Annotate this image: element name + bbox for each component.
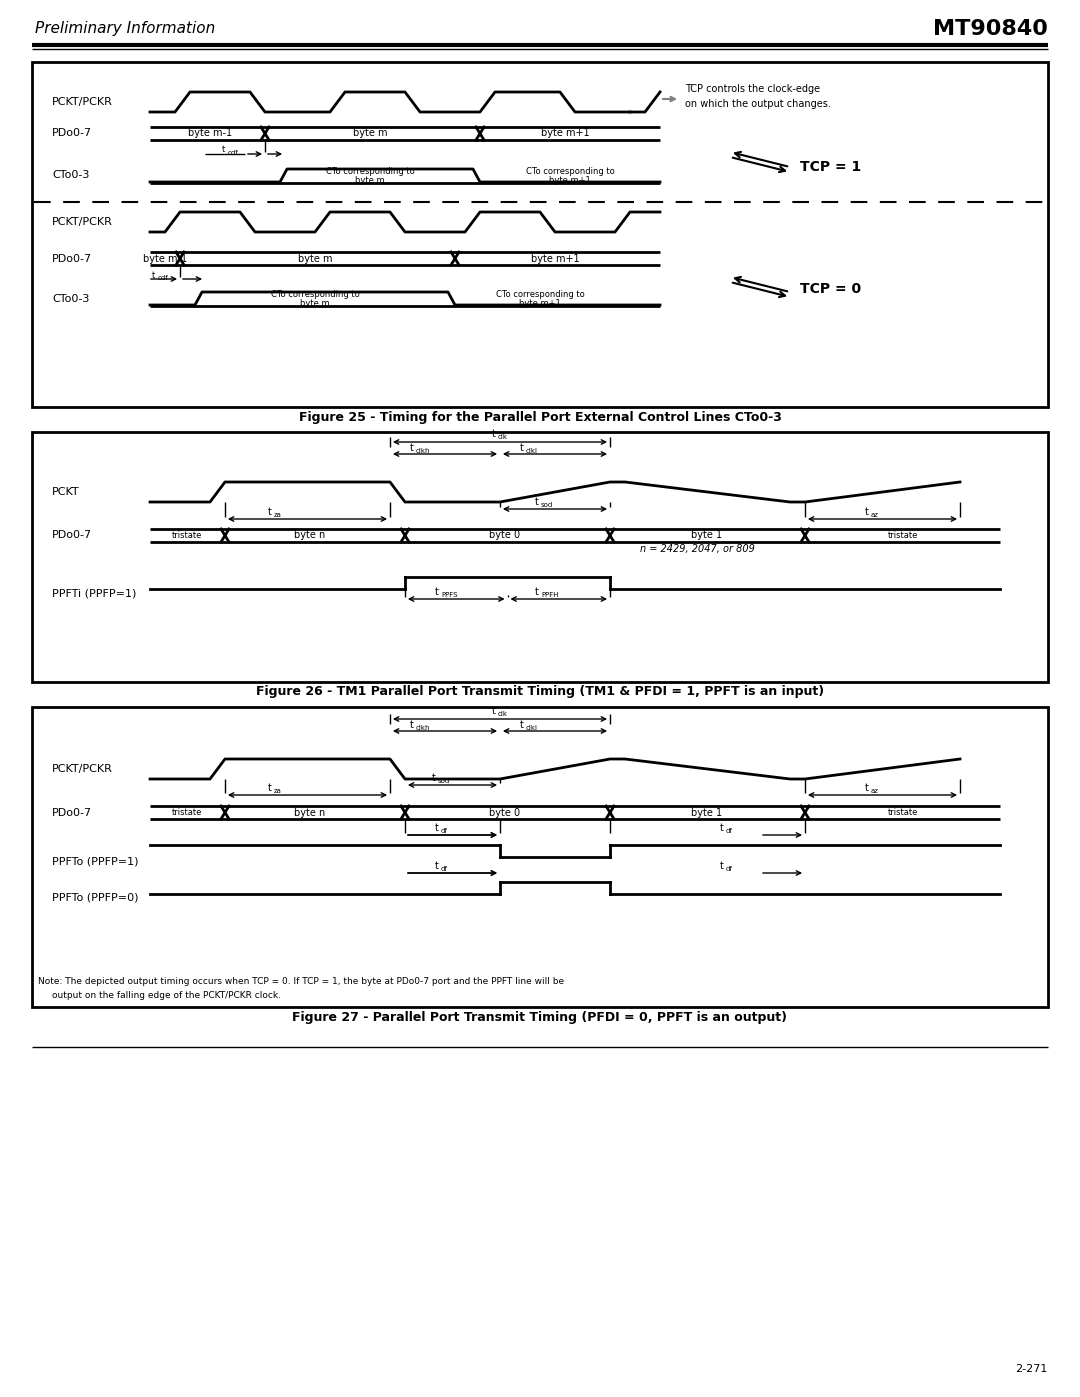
- Text: t: t: [865, 782, 869, 793]
- Text: t: t: [435, 823, 438, 833]
- Text: tristate: tristate: [888, 807, 918, 817]
- Text: t: t: [432, 773, 436, 782]
- Text: clk: clk: [498, 434, 508, 440]
- Text: TCP = 0: TCP = 0: [800, 282, 861, 296]
- Text: tristate: tristate: [888, 531, 918, 541]
- Text: az: az: [870, 511, 879, 518]
- Text: df: df: [441, 828, 448, 834]
- Text: PCKT/PCKR: PCKT/PCKR: [52, 764, 113, 774]
- Text: t: t: [865, 507, 869, 517]
- Text: clk: clk: [498, 711, 508, 717]
- Text: PDo0-7: PDo0-7: [52, 531, 92, 541]
- Text: Preliminary Information: Preliminary Information: [35, 21, 215, 36]
- Text: t: t: [268, 507, 272, 517]
- Text: byte n: byte n: [295, 531, 326, 541]
- Text: t: t: [519, 719, 524, 731]
- Text: byte m-1: byte m-1: [143, 253, 187, 264]
- Text: clkh: clkh: [416, 448, 431, 454]
- Text: t: t: [410, 719, 414, 731]
- Text: t: t: [492, 429, 496, 439]
- Text: Note: The depicted output timing occurs when TCP = 0. If TCP = 1, the byte at PD: Note: The depicted output timing occurs …: [38, 978, 564, 986]
- Text: za: za: [274, 788, 282, 793]
- Text: t: t: [535, 587, 539, 597]
- Text: byte 0: byte 0: [489, 531, 521, 541]
- Text: df: df: [726, 866, 733, 872]
- Text: cdf: cdf: [158, 275, 168, 281]
- Text: PPFTi (PPFP=1): PPFTi (PPFP=1): [52, 588, 136, 598]
- Text: byte 0: byte 0: [489, 807, 521, 817]
- Text: tristate: tristate: [172, 531, 202, 541]
- Text: PPFTo (PPFP=0): PPFTo (PPFP=0): [52, 893, 138, 902]
- Text: t: t: [268, 782, 272, 793]
- Text: byte m: byte m: [355, 176, 384, 184]
- Text: 2-271: 2-271: [1015, 1363, 1048, 1375]
- Text: on which the output changes.: on which the output changes.: [685, 99, 831, 109]
- Text: t: t: [410, 443, 414, 453]
- Text: byte 1: byte 1: [691, 807, 723, 817]
- Text: MT90840: MT90840: [933, 20, 1048, 39]
- Text: t: t: [435, 861, 438, 870]
- Text: byte m: byte m: [300, 299, 329, 307]
- Text: CTo corresponding to: CTo corresponding to: [326, 168, 415, 176]
- Text: tristate: tristate: [172, 807, 202, 817]
- Text: clkh: clkh: [416, 725, 431, 731]
- Text: byte m+1: byte m+1: [541, 129, 590, 138]
- Text: CTo corresponding to: CTo corresponding to: [526, 168, 615, 176]
- Text: byte m+1: byte m+1: [519, 299, 561, 307]
- Text: t: t: [519, 443, 524, 453]
- Text: Figure 25 - Timing for the Parallel Port External Control Lines CTo0-3: Figure 25 - Timing for the Parallel Port…: [298, 411, 782, 423]
- Text: t: t: [435, 587, 438, 597]
- Text: t: t: [222, 145, 226, 155]
- Bar: [32, 61, 1048, 407]
- Text: PDo0-7: PDo0-7: [52, 129, 92, 138]
- Text: byte m-1: byte m-1: [188, 129, 232, 138]
- Text: TCP = 1: TCP = 1: [800, 161, 861, 175]
- Text: cdf: cdf: [228, 149, 239, 156]
- Bar: [32, 707, 1048, 1007]
- Text: byte m: byte m: [353, 129, 388, 138]
- Text: sod: sod: [438, 778, 450, 784]
- Text: PCKT/PCKR: PCKT/PCKR: [52, 96, 113, 108]
- Text: za: za: [274, 511, 282, 518]
- Text: CTo0-3: CTo0-3: [52, 170, 90, 180]
- Text: PPFS: PPFS: [441, 592, 458, 598]
- Text: clkl: clkl: [526, 448, 538, 454]
- Text: t: t: [720, 823, 724, 833]
- Text: t: t: [535, 497, 539, 507]
- Text: CTo corresponding to: CTo corresponding to: [271, 291, 360, 299]
- Text: CTo0-3: CTo0-3: [52, 293, 90, 303]
- Text: PDo0-7: PDo0-7: [52, 253, 92, 264]
- Text: byte 1: byte 1: [691, 531, 723, 541]
- Text: byte m+1: byte m+1: [549, 176, 591, 184]
- Text: t: t: [492, 705, 496, 717]
- Text: az: az: [870, 788, 879, 793]
- Text: clkl: clkl: [526, 725, 538, 731]
- Text: byte n: byte n: [295, 807, 326, 817]
- Text: PDo0-7: PDo0-7: [52, 807, 92, 817]
- Text: PCKT/PCKR: PCKT/PCKR: [52, 217, 113, 226]
- Text: Figure 27 - Parallel Port Transmit Timing (PFDI = 0, PPFT is an output): Figure 27 - Parallel Port Transmit Timin…: [293, 1010, 787, 1024]
- Text: PPFTo (PPFP=1): PPFTo (PPFP=1): [52, 856, 138, 866]
- Text: t: t: [720, 861, 724, 870]
- Text: df: df: [441, 866, 448, 872]
- Bar: [32, 432, 1048, 682]
- Text: df: df: [726, 828, 733, 834]
- Text: n = 2429, 2047, or 809: n = 2429, 2047, or 809: [640, 543, 755, 555]
- Text: PCKT: PCKT: [52, 488, 80, 497]
- Text: sod: sod: [541, 502, 553, 509]
- Text: TCP controls the clock-edge: TCP controls the clock-edge: [685, 84, 820, 94]
- Text: CTo corresponding to: CTo corresponding to: [496, 291, 584, 299]
- Text: byte m+1: byte m+1: [530, 253, 579, 264]
- Text: PPFH: PPFH: [541, 592, 558, 598]
- Text: byte m: byte m: [298, 253, 333, 264]
- Text: t: t: [152, 271, 156, 279]
- Text: Figure 26 - TM1 Parallel Port Transmit Timing (TM1 & PFDI = 1, PPFT is an input): Figure 26 - TM1 Parallel Port Transmit T…: [256, 685, 824, 697]
- Text: output on the falling edge of the PCKT/PCKR clock.: output on the falling edge of the PCKT/P…: [52, 992, 281, 1000]
